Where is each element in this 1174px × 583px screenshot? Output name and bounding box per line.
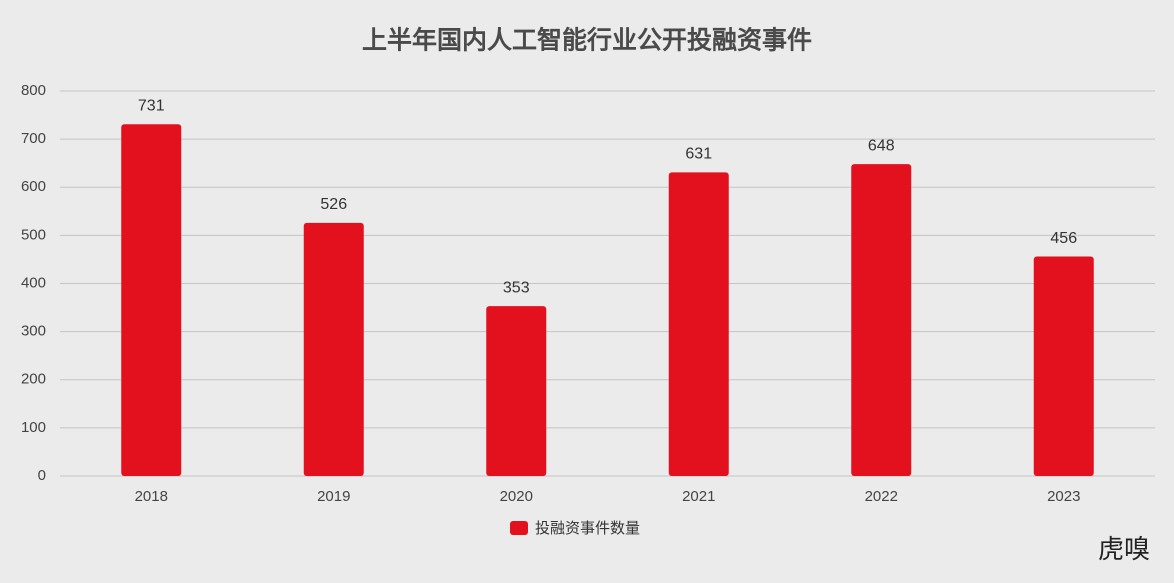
x-tick-label: 2019 <box>317 488 350 505</box>
data-label: 631 <box>685 146 712 163</box>
bar <box>486 306 547 476</box>
y-tick-label: 700 <box>21 130 46 147</box>
bar <box>303 222 364 476</box>
watermark: 虎嗅 <box>1098 535 1150 564</box>
data-label: 648 <box>868 137 895 154</box>
x-tick-label: 2018 <box>135 488 168 505</box>
bar <box>851 164 912 476</box>
y-tick-label: 500 <box>21 226 46 243</box>
bar <box>121 124 182 477</box>
data-label: 456 <box>1050 230 1077 247</box>
y-tick-label: 200 <box>21 371 46 388</box>
data-label: 731 <box>138 97 165 114</box>
x-tick-label: 2023 <box>1047 488 1080 505</box>
y-tick-label: 300 <box>21 323 46 340</box>
y-tick-label: 800 <box>21 82 46 99</box>
x-tick-label: 2022 <box>865 488 898 505</box>
y-tick-label: 100 <box>21 419 46 436</box>
y-tick-label: 600 <box>21 178 46 195</box>
legend-label: 投融资事件数量 <box>535 520 640 537</box>
data-label: 526 <box>320 196 347 213</box>
bar <box>1033 256 1094 476</box>
chart-title: 上半年国内人工智能行业公开投融资事件 <box>362 26 812 55</box>
y-tick-label: 400 <box>21 274 46 291</box>
legend-swatch <box>510 521 528 535</box>
y-tick-label: 0 <box>38 467 46 484</box>
x-tick-label: 2020 <box>500 488 533 505</box>
data-label: 353 <box>503 279 530 296</box>
bar <box>668 172 729 477</box>
x-tick-label: 2021 <box>682 488 715 505</box>
